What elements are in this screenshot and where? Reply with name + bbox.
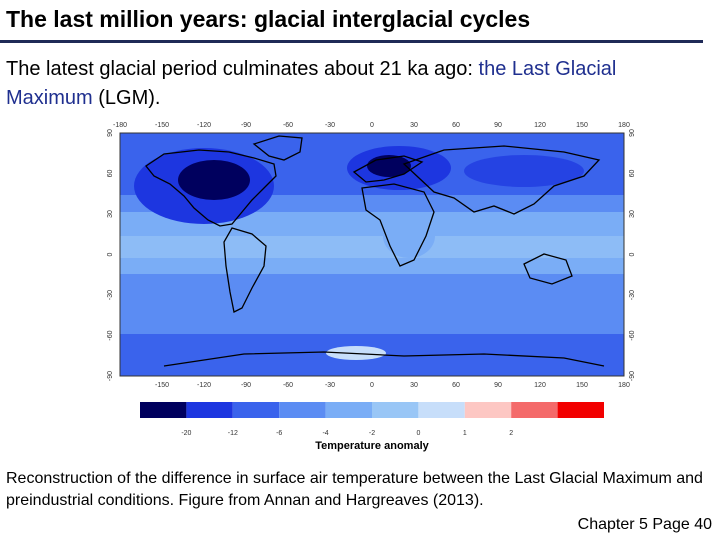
legend-swatch: [325, 402, 372, 418]
lon-tick-bottom: -90: [241, 382, 251, 389]
coast-africa: [361, 183, 435, 267]
lon-tick-top: -60: [283, 122, 293, 129]
lon-tick-top: -180: [113, 122, 127, 129]
lat-tick-left: -90: [107, 371, 114, 381]
lon-tick-top: 60: [452, 122, 460, 129]
coast-antarctica: [163, 351, 605, 367]
legend-swatch: [557, 402, 604, 418]
lgm-temperature-map-figure: -180 -150 -120 -90 -60 -30 0 30 60 90 120 150 180 -1…: [104, 116, 644, 456]
legend-swatch: [464, 402, 512, 418]
lat-tick-left: 0: [107, 252, 114, 256]
map-svg: -180 -150 -120 -90 -60 -30 0 30 60 90 120 150 180 -1…: [107, 122, 636, 452]
lon-tick-top: -30: [325, 122, 335, 129]
legend-swatch: [372, 402, 419, 418]
equatorial-band: [120, 236, 624, 258]
intro-highlight: the Last Glacial Maximum: [6, 58, 617, 109]
lon-tick-bottom: -30: [325, 382, 335, 389]
legend-tick: 1: [463, 430, 467, 437]
legend-colorbar: [140, 402, 604, 418]
legend-tick: -20: [181, 430, 191, 437]
lon-tick-top: -90: [241, 122, 251, 129]
lon-tick-top: 150: [576, 122, 588, 129]
lon-tick-top: 180: [618, 122, 630, 129]
legend-swatch: [140, 402, 187, 418]
lon-tick-bottom: 180: [618, 382, 630, 389]
legend-tick: 0: [416, 430, 420, 437]
lat-tick-left: -60: [107, 330, 114, 340]
legend-tick: -12: [228, 430, 238, 437]
lat-tick-right: 90: [629, 129, 636, 137]
coast-asia: [402, 145, 601, 215]
page-footer: Chapter 5 Page 40: [577, 516, 712, 533]
lon-tick-bottom: 30: [410, 382, 418, 389]
lat-tick-right: -90: [629, 371, 636, 381]
legend-swatch: [418, 402, 465, 418]
coast-north-america: [145, 149, 277, 227]
coastlines: [145, 135, 605, 367]
coast-greenland: [252, 135, 303, 161]
legend-tick-labels: -20 -12 -6 -4 -2 0 1 2: [181, 430, 513, 437]
lon-tick-bottom: 0: [370, 382, 374, 389]
map-plot-area: [120, 133, 624, 376]
slide-title: The last million years: glacial intergla…: [6, 6, 531, 32]
lat-tick-right: 60: [629, 170, 636, 178]
intro-part-1: The latest glacial period culminates abo…: [6, 58, 479, 80]
title-rule: [0, 40, 703, 43]
lon-tick-bottom: 90: [494, 382, 502, 389]
legend-swatch: [279, 402, 326, 418]
legend-tick: 2: [509, 430, 513, 437]
lon-tick-top: 120: [534, 122, 546, 129]
legend-swatch: [511, 402, 558, 418]
intro-text: The latest glacial period culminates abo…: [6, 55, 696, 113]
lon-tick-bottom: -120: [197, 382, 211, 389]
lat-tick-left: 30: [107, 210, 114, 218]
legend-title: Temperature anomaly: [315, 440, 429, 452]
lon-ticks-top: -180 -150 -120 -90 -60 -30 0 30 60 90 120 150 180: [113, 122, 630, 129]
lon-tick-top: -120: [197, 122, 211, 129]
lat-ticks-left: 90 60 30 0 -30 -60 -90: [107, 129, 114, 381]
legend-tick: -2: [369, 430, 375, 437]
legend-swatch: [186, 402, 233, 418]
legend-tick: -6: [276, 430, 282, 437]
lat-ticks-right: 90 60 30 0 -30 -60 -90: [629, 129, 636, 381]
lon-tick-bottom: 150: [576, 382, 588, 389]
lon-tick-top: 0: [370, 122, 374, 129]
lat-tick-left: 90: [107, 129, 114, 137]
map-frame: [119, 132, 625, 377]
lon-tick-bottom: -150: [155, 382, 169, 389]
legend-tick: -4: [322, 430, 328, 437]
lat-tick-left: -30: [107, 290, 114, 300]
siberia-cold-region: [464, 155, 584, 187]
intro-part-2: (LGM).: [92, 87, 161, 109]
lat-tick-right: -30: [629, 290, 636, 300]
laurentide-ice-core: [178, 160, 250, 200]
legend-swatch: [232, 402, 280, 418]
lat-tick-right: -60: [629, 330, 636, 340]
figure-caption: Reconstruction of the difference in surf…: [6, 470, 703, 509]
lon-tick-bottom: -60: [283, 382, 293, 389]
fennoscandian-ice-core: [367, 155, 411, 177]
coast-europe: [352, 155, 424, 183]
lat-tick-right: 30: [629, 210, 636, 218]
coast-australia: [523, 253, 573, 285]
lon-tick-bottom: 120: [534, 382, 546, 389]
lon-ticks-bottom: -150 -120 -90 -60 -30 0 30 60 90 120 150 180: [155, 382, 630, 389]
lon-tick-top: 90: [494, 122, 502, 129]
africa-anomaly: [383, 214, 435, 258]
lon-tick-bottom: 60: [452, 382, 460, 389]
lat-tick-right: 0: [629, 252, 636, 256]
coast-south-america: [223, 227, 267, 313]
lon-tick-top: 30: [410, 122, 418, 129]
lon-tick-top: -150: [155, 122, 169, 129]
lat-tick-left: 60: [107, 170, 114, 178]
